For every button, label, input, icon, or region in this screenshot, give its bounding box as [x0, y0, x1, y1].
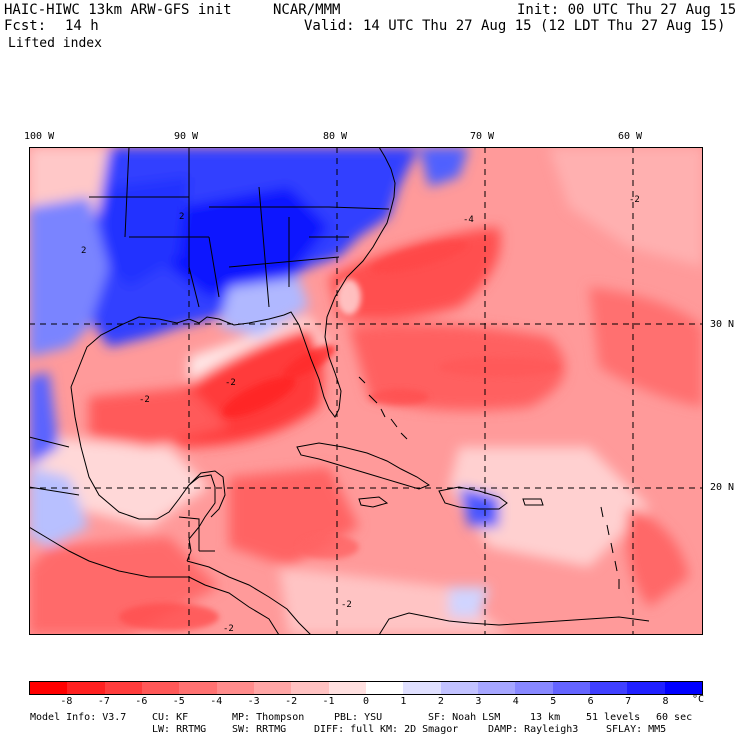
footer-pbl: PBL: YSU [334, 712, 383, 723]
colorbar-tick-label: -3 [247, 696, 260, 707]
lifted-index-map: -2 -2 -2 -2 -4 2 2 -2 [29, 147, 703, 635]
valid-time: Valid: 14 UTC Thu 27 Aug 15 (12 LDT Thu … [304, 18, 726, 34]
colorbar-swatch [552, 682, 590, 694]
colorbar-swatch [67, 682, 105, 694]
colorbar-tick-label: -4 [210, 696, 223, 707]
colorbar-swatch [440, 682, 478, 694]
colorbar-tick-label: 0 [362, 696, 370, 707]
footer-sw: SW: RRTMG [232, 724, 287, 735]
colorbar-tick-label: -8 [60, 696, 73, 707]
colorbar-tick-label: 8 [662, 696, 669, 707]
colorbar-tick-label: 2 [437, 696, 444, 707]
init-time: Init: 00 UTC Thu 27 Aug 15 [517, 2, 737, 18]
lat-label-20n: 20 N [710, 482, 735, 493]
lat-label-30n: 30 N [710, 319, 735, 330]
model-title: HAIC-HIWC 13km ARW-GFS init [4, 2, 232, 18]
lon-label-60w: 60 W [618, 131, 643, 142]
coastlines [29, 147, 650, 635]
colorbar-tick-label: -2 [285, 696, 298, 707]
footer-km: KM: 2D Smagor [380, 724, 459, 735]
footer-lw: LW: RRTMG [152, 724, 207, 735]
contour-label: -2 [629, 195, 640, 205]
map-frame [29, 147, 703, 635]
footer-damp: DAMP: Rayleigh3 [488, 724, 579, 735]
lon-label-70w: 70 W [470, 131, 495, 142]
colorbar-swatch [627, 682, 665, 694]
footer-cu: CU: KF [152, 712, 189, 723]
colorbar-tick-label: -5 [172, 696, 185, 707]
footer-model-info: Model Info: V3.7 [30, 712, 127, 723]
colorbar-swatch [589, 682, 628, 694]
contour-label: -2 [223, 624, 234, 634]
lon-label-80w: 80 W [323, 131, 348, 142]
field-detail [119, 240, 559, 631]
contour-label: 2 [179, 212, 184, 222]
colorbar-tick-label: 6 [587, 696, 594, 707]
colorbar-swatch [141, 682, 180, 694]
colorbar-swatch [30, 682, 68, 694]
colorbar-swatch [216, 682, 254, 694]
colorbar-swatch [253, 682, 292, 694]
colorbar-tick-label: 5 [550, 696, 557, 707]
footer-diff: DIFF: full [314, 724, 375, 735]
colorbar-tick-label: 3 [475, 696, 482, 707]
colorbar-tick-label: 4 [512, 696, 519, 707]
footer-timestep: 60 sec [656, 712, 693, 723]
lon-label-90w: 90 W [174, 131, 199, 142]
colorbar-swatch [179, 682, 217, 694]
colorbar-swatch [291, 682, 329, 694]
colorbar-tick-label: 1 [400, 696, 407, 707]
colorbar-unit: °C [692, 694, 705, 705]
field-shading [29, 147, 703, 635]
colorbar [29, 681, 703, 695]
colorbar-swatch [104, 682, 142, 694]
colorbar-swatch [664, 682, 702, 694]
colorbar-tick-label: -6 [135, 696, 148, 707]
colorbar-swatch [328, 682, 366, 694]
colorbar-tick-label: -1 [322, 696, 335, 707]
colorbar-swatch [403, 682, 441, 694]
footer-sflay: SFLAY: MM5 [606, 724, 667, 735]
field-name: Lifted index [8, 36, 102, 51]
footer-resolution: 13 km [530, 712, 561, 723]
contour-label: -4 [463, 215, 474, 225]
contour-label: -2 [341, 600, 352, 610]
footer-sf: SF: Noah LSM [428, 712, 501, 723]
forecast-hour: 14 h [65, 18, 99, 34]
contour-label: 2 [81, 246, 86, 256]
colorbar-swatch [515, 682, 553, 694]
lon-label-100w: 100 W [24, 131, 55, 142]
contour-label: -2 [139, 395, 150, 405]
colorbar-swatch [365, 682, 404, 694]
forecast-label: Fcst: [4, 18, 47, 34]
contour-labels: -2 -2 -2 -2 -4 2 2 -2 [81, 195, 640, 634]
contour-label: -2 [225, 378, 236, 388]
footer-mp: MP: Thompson [232, 712, 305, 723]
colorbar-swatch [477, 682, 516, 694]
organization-label: NCAR/MMM [273, 2, 341, 18]
footer-levels: 51 levels [586, 712, 641, 723]
colorbar-tick-label: 7 [625, 696, 632, 707]
colorbar-tick-label: -7 [97, 696, 110, 707]
graticule [29, 147, 703, 635]
